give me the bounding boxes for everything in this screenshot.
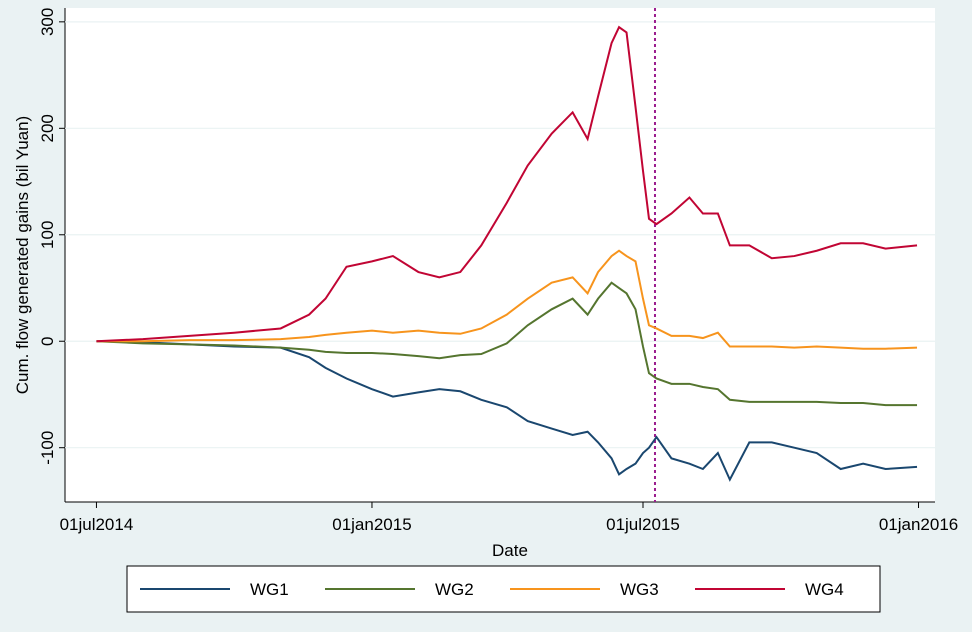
y-tick-label: 0 bbox=[38, 337, 57, 346]
data-line bbox=[96, 281, 918, 407]
legend-label: WG1 bbox=[250, 580, 289, 599]
legend-label: WG3 bbox=[620, 580, 659, 599]
x-axis-label: Date bbox=[492, 541, 528, 560]
plot-area bbox=[65, 8, 935, 502]
data-line bbox=[96, 249, 918, 350]
y-tick-label: 100 bbox=[38, 221, 57, 249]
legend-label: WG2 bbox=[435, 580, 474, 599]
x-tick-label: 01jan2015 bbox=[332, 515, 411, 534]
y-axis-label: Cum. flow generated gains (bil Yuan) bbox=[13, 116, 32, 394]
y-tick-label: 300 bbox=[38, 8, 57, 36]
data-line bbox=[96, 25, 918, 343]
x-tick-label: 01jan2016 bbox=[879, 515, 958, 534]
x-tick-label: 01jul2014 bbox=[60, 515, 134, 534]
legend-label: WG4 bbox=[805, 580, 844, 599]
data-line bbox=[96, 340, 918, 482]
y-tick-label: -100 bbox=[38, 431, 57, 465]
y-tick-label: 200 bbox=[38, 114, 57, 142]
x-tick-label: 01jul2015 bbox=[606, 515, 680, 534]
